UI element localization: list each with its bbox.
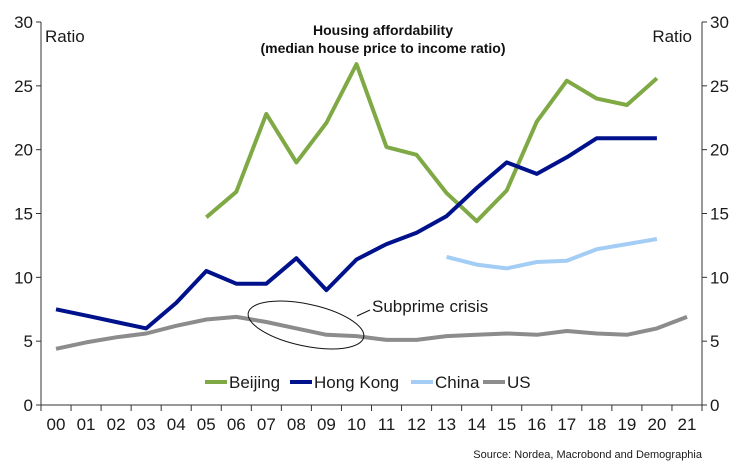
x-tick-label: 13 — [437, 415, 456, 434]
legend-label-us: US — [507, 373, 531, 392]
x-tick-label: 00 — [47, 415, 66, 434]
x-tick-label: 19 — [617, 415, 636, 434]
y-tick-label-left: 30 — [14, 13, 33, 32]
x-tick-label: 17 — [557, 415, 576, 434]
chart-title: Housing affordability — [313, 22, 453, 38]
y-tick-label-right: 30 — [710, 13, 729, 32]
y-axis-right-label: Ratio — [652, 27, 692, 46]
x-tick-label: 14 — [467, 415, 486, 434]
series-line-beijing — [205, 62, 659, 224]
y-tick-label-right: 0 — [710, 396, 719, 415]
x-tick-label: 07 — [257, 415, 276, 434]
legend-label-china: China — [435, 373, 480, 392]
x-tick-label: 06 — [227, 415, 246, 434]
legend-label-beijing: Beijing — [229, 373, 280, 392]
y-tick-label-right: 15 — [710, 205, 729, 224]
x-tick-label: 12 — [407, 415, 426, 434]
y-tick-label-left: 10 — [14, 268, 33, 287]
x-tick-label: 09 — [317, 415, 336, 434]
y-tick-label-left: 15 — [14, 205, 33, 224]
y-tick-label-right: 5 — [710, 332, 719, 351]
x-tick-label: 03 — [137, 415, 156, 434]
x-tick-label: 08 — [287, 415, 306, 434]
legend-label-hong-kong: Hong Kong — [314, 373, 399, 392]
x-tick-label: 10 — [347, 415, 366, 434]
series-line-hong-kong — [55, 136, 657, 331]
x-tick-label: 11 — [378, 415, 396, 434]
x-tick-label: 01 — [77, 415, 96, 434]
x-tick-label: 18 — [587, 415, 606, 434]
x-tick-label: 04 — [167, 415, 186, 434]
y-axis-left-label: Ratio — [45, 27, 85, 46]
y-tick-label-left: 5 — [24, 332, 33, 351]
y-tick-label-left: 20 — [14, 141, 33, 160]
x-tick-label: 05 — [197, 415, 216, 434]
x-tick-label: 21 — [678, 415, 697, 434]
y-tick-label-left: 25 — [14, 77, 33, 96]
y-tick-label-right: 20 — [710, 141, 729, 160]
series-lines — [55, 62, 688, 351]
y-tick-label-left: 0 — [24, 396, 33, 415]
subprime-pointer — [356, 309, 371, 317]
subprime-annotation: Subprime crisis — [372, 297, 488, 316]
chart-subtitle: (median house price to income ratio) — [260, 40, 505, 56]
x-tick-label: 20 — [647, 415, 666, 434]
y-tick-label-right: 10 — [710, 268, 729, 287]
legend: Beijing Hong Kong China US — [205, 373, 531, 392]
series-line-china — [446, 237, 658, 271]
subprime-ellipse — [247, 300, 365, 350]
x-tick-label: 02 — [107, 415, 126, 434]
y-tick-label-right: 25 — [710, 77, 729, 96]
x-tick-label: 15 — [497, 415, 516, 434]
source-note: Source: Nordea, Macrobond and Demographi… — [473, 449, 703, 461]
series-line-us — [55, 314, 688, 351]
x-tick-label: 16 — [527, 415, 546, 434]
